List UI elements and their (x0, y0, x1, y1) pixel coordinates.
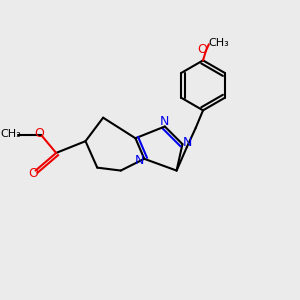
Text: O: O (34, 127, 44, 140)
Text: N: N (135, 154, 145, 167)
Text: N: N (183, 136, 192, 149)
Text: CH₃: CH₃ (208, 38, 229, 48)
Text: O: O (28, 167, 38, 180)
Text: CH₃: CH₃ (0, 129, 21, 139)
Text: N: N (160, 115, 170, 128)
Text: O: O (197, 43, 207, 56)
